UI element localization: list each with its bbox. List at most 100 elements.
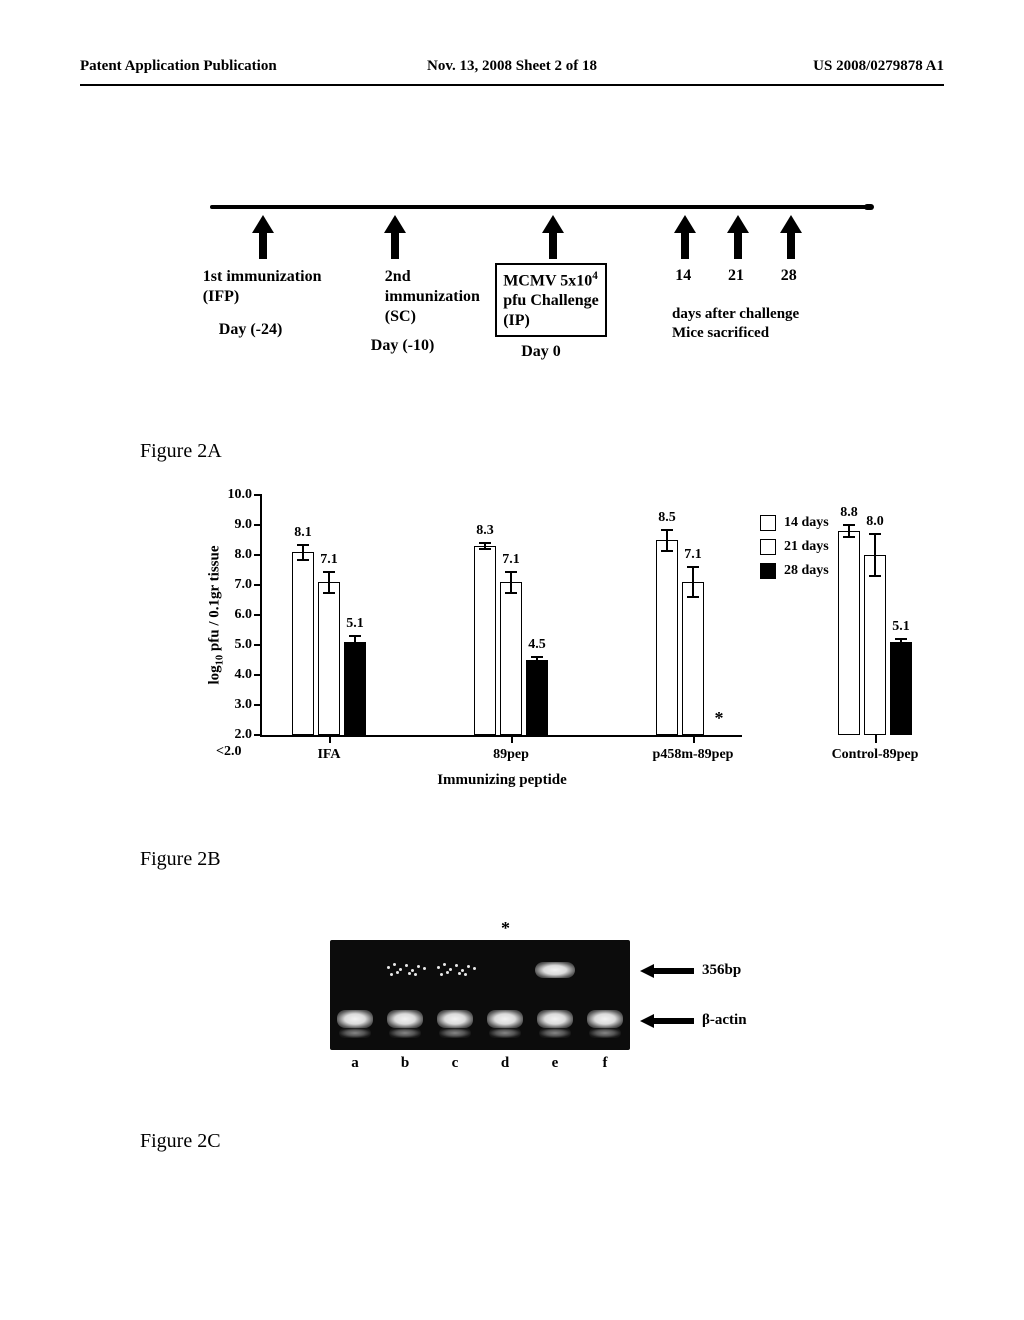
y-tick [254,494,262,496]
error-bar-cap [505,571,517,573]
timeline-arrow-icon [780,215,802,264]
y-tick [254,704,262,706]
timeline-arrow-icon [542,215,564,264]
error-bar-cap [323,571,335,573]
figure-2b: log10 pfu / 0.1gr tissue Immunizing pept… [200,495,900,805]
timeline-arrow-icon [384,215,406,264]
page: Patent Application Publication Nov. 13, … [0,0,1024,1320]
error-bar-cap [479,548,491,550]
gel-arrow-label: β-actin [702,1012,747,1029]
error-bar-cap [895,644,907,646]
gel-lane-label: a [351,1055,359,1072]
error-bar-cap [479,542,491,544]
chart-bar [890,642,912,735]
chart-bar [864,555,886,735]
gel-band [587,1010,623,1028]
error-bar-cap [531,662,543,664]
gel-band-faint [433,960,477,978]
x-category-label: p458m-89pep [653,747,734,763]
error-bar-cap [349,635,361,637]
timeline-right-label: days after challengeMice sacrificed [672,305,799,343]
gel-band [387,1010,423,1028]
gel-image: abcdef [330,940,630,1050]
error-bar-cap [323,592,335,594]
bar-chart: log10 pfu / 0.1gr tissue Immunizing pept… [260,495,742,737]
bar-value-label: 8.0 [866,514,884,530]
error-bar-cap [661,529,673,531]
gel-band-faint [539,1028,571,1038]
immun2: 2ndimmunization(SC) [385,267,480,327]
timeline-label-challenge: MCMV 5x104pfu Challenge(IP) [495,263,607,337]
error-bar [666,530,668,551]
error-bar-cap [505,592,517,594]
gel-band [437,1010,473,1028]
y-tick [254,734,262,736]
chart-bar [474,546,496,735]
chart-bar [656,540,678,735]
error-bar [510,572,512,593]
timeline-labels-container: 1st immunization(IFP)2ndimmunization(SC)… [180,209,900,369]
x-tick [329,735,331,743]
error-bar-cap [869,575,881,577]
gel-lane-label: e [552,1055,559,1072]
timeline-arrow-icon [252,215,274,264]
error-bar [692,567,694,597]
y-tick [254,644,262,646]
gel-arrow-upper: 356bp [640,962,741,979]
bar-value-label: 8.8 [840,505,858,521]
timeline-arrow-icon [674,215,696,264]
y-tick-label: 5.0 [216,637,252,653]
y-tick [254,614,262,616]
legend-label: 21 days [784,539,829,555]
gel-band-faint [439,1028,471,1038]
error-bar-cap [895,638,907,640]
gel-band-faint [339,1028,371,1038]
header-center: Nov. 13, 2008 Sheet 2 of 18 [80,58,944,75]
y-tick-label: 6.0 [216,607,252,623]
x-category-label: IFA [317,747,340,763]
x-category-label: Control-89pep [832,747,919,763]
gel-band [535,962,575,978]
legend-label: 28 days [784,563,829,579]
timeline-day-number: 14 [675,267,691,285]
x-tick [511,735,513,743]
y-tick-label: 9.0 [216,517,252,533]
error-bar-cap [869,533,881,535]
y-tick-label: 3.0 [216,697,252,713]
x-axis-label: Immunizing peptide [262,772,742,789]
figure-2c-caption: Figure 2C [140,1130,221,1153]
gel-lane-label: c [452,1055,459,1072]
gel-band-faint [389,1028,421,1038]
legend-item: 21 days [760,539,829,555]
error-bar [328,572,330,593]
timeline-day-number: 28 [781,267,797,285]
gel-band-faint [489,1028,521,1038]
x-tick [693,735,695,743]
chart-bar [500,582,522,735]
bar-value-label: 8.1 [294,525,312,541]
chart-bar [838,531,860,735]
legend-swatch-icon [760,515,776,531]
legend-label: 14 days [784,515,829,531]
error-bar-cap [687,596,699,598]
figure-2b-caption: Figure 2B [140,848,221,871]
chart-bar [318,582,340,735]
y-tick [254,524,262,526]
gel-arrow-label: 356bp [702,962,741,979]
error-bar [874,534,876,576]
error-bar-cap [661,550,673,552]
error-bar-cap [687,566,699,568]
error-bar [302,545,304,560]
error-bar-cap [843,536,855,538]
gel-band-faint [589,1028,621,1038]
figure-2a: 1st immunization(IFP)2ndimmunization(SC)… [180,205,900,369]
timeline-day-label: Day (-10) [371,337,435,355]
chart-bar [344,642,366,735]
gel-band-faint [383,960,427,978]
below-min-label: <2.0 [216,744,241,760]
bar-value-label: 8.5 [658,510,676,526]
timeline-day-number: 21 [728,267,744,285]
y-tick-label: 4.0 [216,667,252,683]
y-tick [254,554,262,556]
header-rule [80,84,944,86]
